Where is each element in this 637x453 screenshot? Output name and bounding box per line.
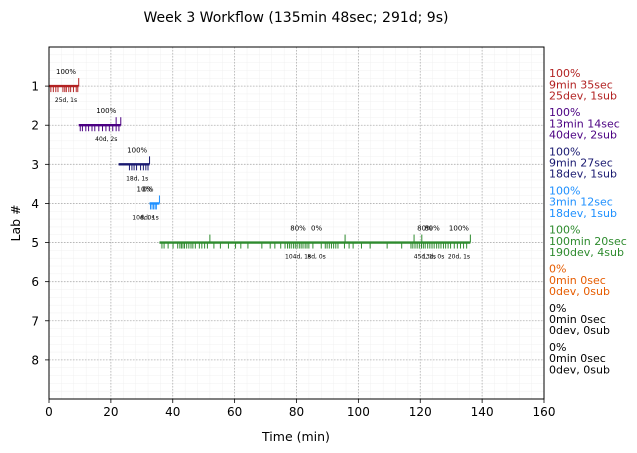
lab-2-info-label: 40d, 2s bbox=[95, 136, 117, 143]
lab-4-info-label: 8d, 1s bbox=[140, 214, 158, 221]
x-tick-label: 100 bbox=[347, 405, 370, 419]
lab-1-pct-label: 100% bbox=[56, 68, 76, 76]
lab-4-summary-line: 3min 12sec bbox=[549, 196, 613, 209]
lab-6-summary-line: 0min 0sec bbox=[549, 274, 606, 287]
x-tick-label: 60 bbox=[227, 405, 242, 419]
lab-6-summary-line: 0% bbox=[549, 263, 566, 276]
lab-3-summary-line: 18dev, 1sub bbox=[549, 168, 617, 181]
lab-1-summary-line: 9min 35sec bbox=[549, 78, 613, 91]
x-axis-label: Time (min) bbox=[261, 429, 330, 444]
y-axis-label: Lab # bbox=[8, 204, 23, 241]
x-tick-label: 140 bbox=[471, 405, 494, 419]
y-tick-label: 6 bbox=[31, 275, 39, 289]
chart-title: Week 3 Workflow (135min 48sec; 291d; 9s) bbox=[144, 10, 449, 26]
x-tick-label: 80 bbox=[289, 405, 304, 419]
lab-3-info-label: 18d, 1s bbox=[126, 175, 148, 182]
lab-5-info-label: 104d, 1s bbox=[285, 254, 311, 261]
y-tick-label: 4 bbox=[31, 197, 39, 211]
lab-3-pct-label: 100% bbox=[127, 146, 147, 154]
lab-1-summary-line: 100% bbox=[549, 67, 580, 80]
lab-5-info-label: 45d, 1s bbox=[414, 254, 436, 261]
y-tick-label: 5 bbox=[31, 236, 39, 250]
y-tick-label: 2 bbox=[31, 119, 39, 133]
lab-2-summary-line: 100% bbox=[549, 106, 580, 119]
lab-5-info-label: 13d, 0s bbox=[422, 254, 444, 261]
lab-5-info-label: 8d, 0s bbox=[307, 254, 325, 261]
y-tick-label: 1 bbox=[31, 80, 39, 94]
x-tick-label: 40 bbox=[165, 405, 180, 419]
lab-5-pct-label: 0% bbox=[311, 225, 322, 233]
lab-5-pct-label: 80% bbox=[424, 225, 440, 233]
x-tick-label: 160 bbox=[533, 405, 556, 419]
x-tick-label: 20 bbox=[103, 405, 118, 419]
lab-8-summary-line: 0min 0sec bbox=[549, 352, 606, 365]
lab-2-summary-line: 40dev, 2sub bbox=[549, 129, 617, 142]
chart-marks: 100% 25d, 1s 100% 40d, 2s 100% 18d, 1s 10d, 0s… bbox=[49, 68, 471, 261]
lab-7-summary-line: 0min 0sec bbox=[549, 313, 606, 326]
lab-5-pct-label: 80% bbox=[417, 225, 433, 233]
lab-6-summary-line: 0dev, 0sub bbox=[549, 285, 610, 298]
lab-5-summary-line: 190dev, 4sub bbox=[549, 246, 624, 259]
lab-5-pct-label: 100% bbox=[449, 225, 469, 233]
lab-7-summary-line: 0% bbox=[549, 302, 566, 315]
x-tick-label: 120 bbox=[409, 405, 432, 419]
y-tick-label: 8 bbox=[31, 353, 39, 367]
lab-5-summary-line: 100min 20sec bbox=[549, 235, 627, 248]
lab-2-summary-line: 13min 14sec bbox=[549, 117, 620, 130]
lab-3-summary-line: 9min 27sec bbox=[549, 157, 613, 170]
y-tick-label: 3 bbox=[31, 158, 39, 172]
lab-1-summary-line: 25dev, 1sub bbox=[549, 90, 617, 103]
y-tick-label: 7 bbox=[31, 314, 39, 328]
lab-5-summary-line: 100% bbox=[549, 224, 580, 237]
x-tick-label: 0 bbox=[45, 405, 53, 419]
lab-4-summary-line: 18dev, 1sub bbox=[549, 207, 617, 220]
axes: 0 20 40 60 80 100 120 140 160 1 2 3 4 5 6 7 8 bbox=[31, 80, 555, 419]
lab-4-pct-label: 10% bbox=[137, 185, 153, 193]
lab-8-summary-line: 0% bbox=[549, 341, 566, 354]
lab-4-info-label: 10d, 0s bbox=[132, 214, 154, 221]
lab-7-summary-line: 0dev, 0sub bbox=[549, 324, 610, 337]
lab-5-pct-label: 80% bbox=[290, 225, 306, 233]
lab-8-summary-line: 0dev, 0sub bbox=[549, 363, 610, 376]
lab-3-summary-line: 100% bbox=[549, 145, 580, 158]
lab-2-pct-label: 100% bbox=[96, 107, 116, 115]
lab-5-info-label: 20d, 1s bbox=[448, 254, 470, 261]
lab-4-summary-line: 100% bbox=[549, 184, 580, 197]
grid bbox=[48, 47, 545, 399]
lab-1-info-label: 25d, 1s bbox=[55, 97, 77, 104]
lab-4-pct-label: 0% bbox=[142, 185, 153, 193]
